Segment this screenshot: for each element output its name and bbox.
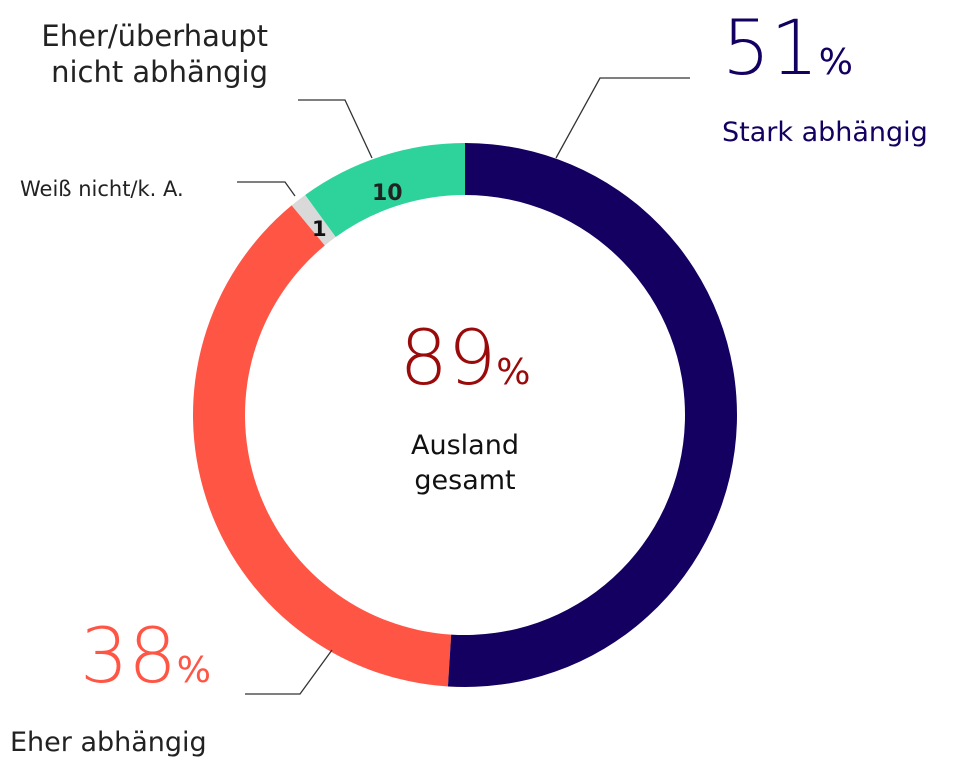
leader-line xyxy=(555,77,690,159)
category-label: Weiß nicht/k. A. xyxy=(20,177,184,201)
category-label: Stark abhängig xyxy=(722,117,928,148)
leader-lines xyxy=(237,77,690,695)
donut-segment xyxy=(291,194,336,246)
value-label: 51% xyxy=(722,3,853,92)
donut-segment xyxy=(192,205,452,687)
value-label: 1 xyxy=(312,217,327,241)
value-label: 10 xyxy=(372,181,403,206)
category-label: Eher abhängig xyxy=(10,727,207,758)
category-label: Eher/überhaupt nicht abhängig xyxy=(41,19,268,90)
leader-line xyxy=(237,181,296,197)
leader-line xyxy=(298,99,373,159)
leader-line xyxy=(245,649,333,695)
donut-segment xyxy=(447,143,738,688)
value-label: 38% xyxy=(80,611,211,700)
center-caption: Ausland gesamt xyxy=(411,430,519,497)
donut-segment xyxy=(305,143,465,238)
center-label: 89% xyxy=(399,313,531,402)
